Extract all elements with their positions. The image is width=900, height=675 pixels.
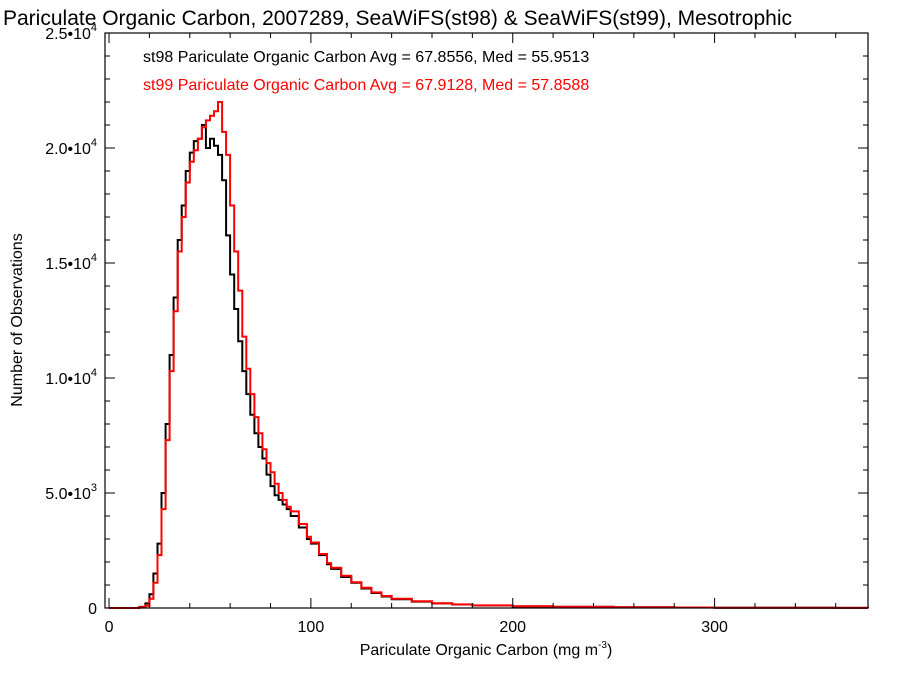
x-axis-label-text: Pariculate Organic Carbon (mg m xyxy=(360,642,598,659)
y-tick-label: 5.0•103 xyxy=(45,482,97,503)
y-tick-label: 1.0•104 xyxy=(45,367,97,388)
series-line-st99 xyxy=(109,101,869,609)
y-tick-label: 1.5•104 xyxy=(45,252,97,273)
x-axis-label-exponent: -3 xyxy=(598,640,607,651)
x-axis-label: Pariculate Organic Carbon (mg m-3) xyxy=(360,640,613,659)
legend-annotations: st98 Pariculate Organic Carbon Avg = 67.… xyxy=(143,49,589,94)
annotation-text: st98 Pariculate Organic Carbon Avg = 67.… xyxy=(143,49,589,66)
x-tick-label: 100 xyxy=(298,619,325,636)
x-tick-label: 200 xyxy=(499,619,526,636)
annotation-text: st99 Pariculate Organic Carbon Avg = 67.… xyxy=(143,77,589,94)
x-tick-label: 300 xyxy=(701,619,728,636)
y-axis: 0 5.0•103 1.0•104 1.5•104 2.0•104 2.5•104 xyxy=(45,22,868,618)
x-axis: 0 100 200 300 xyxy=(105,33,837,636)
y-tick-label: 0 xyxy=(88,601,97,618)
y-axis-label: Number of Observations xyxy=(9,233,26,406)
plot-frame xyxy=(104,32,869,609)
plot-area xyxy=(109,101,869,609)
y-tick-label: 2.0•104 xyxy=(45,137,97,158)
series-line-st98 xyxy=(109,124,869,609)
y-tick-label: 2.5•104 xyxy=(45,22,97,43)
chart-title: Pariculate Organic Carbon, 2007289, SeaW… xyxy=(3,7,792,30)
x-tick-label: 0 xyxy=(105,619,114,636)
x-axis-label-close: ) xyxy=(607,642,612,659)
